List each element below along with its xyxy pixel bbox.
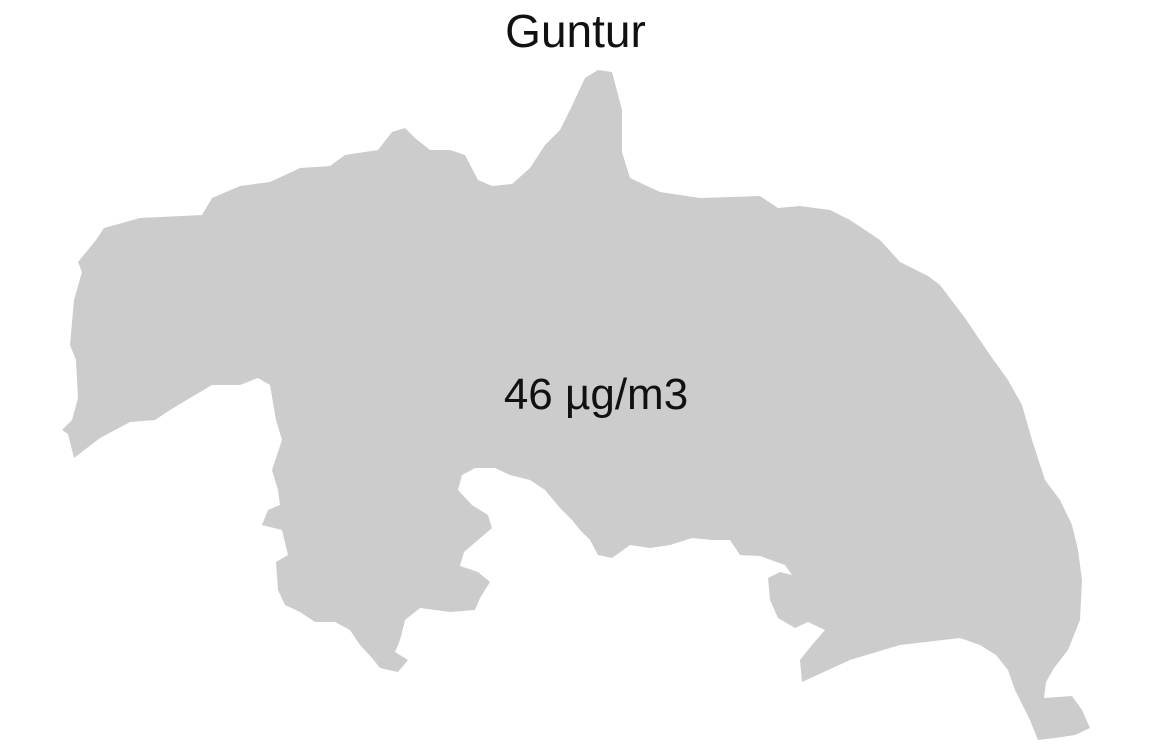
pollution-value-label: 46 µg/m3	[503, 370, 689, 419]
guntur-district-shape	[62, 70, 1090, 740]
map-title: Guntur	[505, 5, 646, 57]
